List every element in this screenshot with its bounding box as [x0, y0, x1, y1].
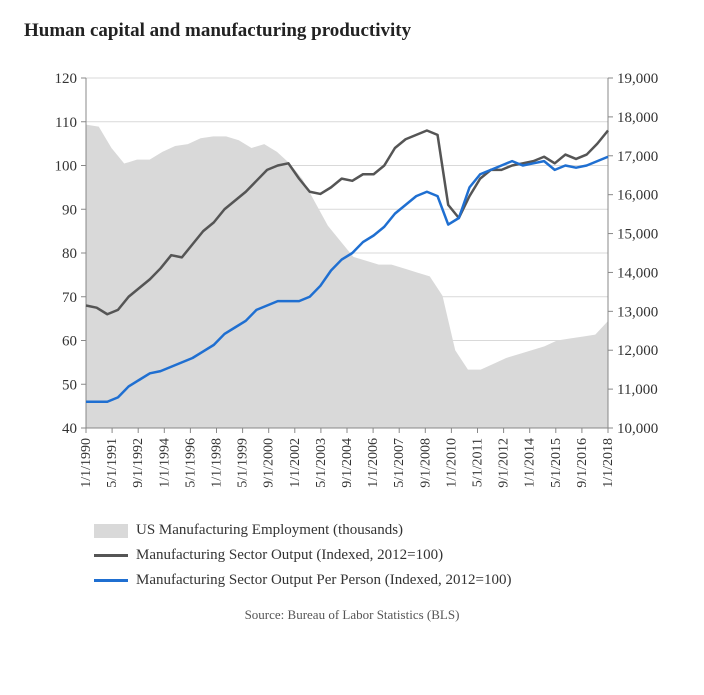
svg-text:1/1/2006: 1/1/2006 [366, 438, 381, 488]
svg-text:1/1/1998: 1/1/1998 [210, 438, 225, 488]
svg-text:17,000: 17,000 [617, 149, 658, 165]
svg-text:9/1/2016: 9/1/2016 [575, 438, 590, 488]
svg-text:40: 40 [62, 421, 77, 437]
svg-text:100: 100 [55, 159, 78, 175]
svg-text:9/1/2004: 9/1/2004 [340, 438, 355, 488]
svg-text:5/1/1999: 5/1/1999 [236, 438, 251, 488]
chart-container: 40 50 60 70 80 90 100 110 120 10,000 11,000 12,000 1… [32, 66, 672, 506]
legend-swatch-area [94, 524, 128, 538]
svg-text:19,000: 19,000 [617, 71, 658, 87]
svg-text:80: 80 [62, 246, 77, 262]
svg-text:18,000: 18,000 [617, 110, 658, 126]
svg-text:5/1/2003: 5/1/2003 [314, 438, 329, 488]
svg-text:5/1/1991: 5/1/1991 [105, 438, 120, 488]
svg-text:12,000: 12,000 [617, 343, 658, 359]
svg-text:60: 60 [62, 334, 77, 350]
chart-source: Source: Bureau of Labor Statistics (BLS) [24, 607, 680, 623]
legend-label: US Manufacturing Employment (thousands) [136, 522, 403, 539]
legend-item-output: Manufacturing Sector Output (Indexed, 20… [94, 547, 680, 564]
svg-text:5/1/2011: 5/1/2011 [471, 438, 486, 487]
svg-text:1/1/2002: 1/1/2002 [288, 438, 303, 488]
legend-swatch-line [94, 579, 128, 582]
svg-text:5/1/1996: 5/1/1996 [183, 438, 198, 488]
svg-text:70: 70 [62, 290, 77, 306]
legend-label: Manufacturing Sector Output Per Person (… [136, 572, 511, 589]
svg-text:9/1/1992: 9/1/1992 [131, 438, 146, 488]
svg-text:50: 50 [62, 377, 77, 393]
svg-text:1/1/1990: 1/1/1990 [79, 438, 94, 488]
chart-title: Human capital and manufacturing producti… [24, 20, 680, 42]
svg-text:9/1/2012: 9/1/2012 [497, 438, 512, 488]
svg-text:5/1/2007: 5/1/2007 [392, 438, 407, 488]
legend-label: Manufacturing Sector Output (Indexed, 20… [136, 547, 443, 564]
svg-text:14,000: 14,000 [617, 265, 658, 281]
svg-text:11,000: 11,000 [617, 382, 658, 398]
area-employment [86, 125, 608, 428]
svg-text:16,000: 16,000 [617, 188, 658, 204]
svg-text:1/1/2010: 1/1/2010 [444, 438, 459, 488]
svg-text:110: 110 [55, 115, 77, 131]
chart-svg: 40 50 60 70 80 90 100 110 120 10,000 11,000 12,000 1… [32, 66, 672, 506]
svg-text:10,000: 10,000 [617, 421, 658, 437]
svg-text:15,000: 15,000 [617, 227, 658, 243]
svg-text:13,000: 13,000 [617, 304, 658, 320]
svg-text:120: 120 [55, 71, 78, 87]
legend-item-employment: US Manufacturing Employment (thousands) [94, 522, 680, 539]
legend-swatch-line [94, 554, 128, 557]
svg-text:9/1/2000: 9/1/2000 [262, 438, 277, 488]
legend-item-output-pp: Manufacturing Sector Output Per Person (… [94, 572, 680, 589]
svg-text:1/1/1994: 1/1/1994 [157, 438, 172, 488]
svg-text:90: 90 [62, 202, 77, 218]
svg-text:1/1/2014: 1/1/2014 [523, 438, 538, 488]
legend: US Manufacturing Employment (thousands) … [94, 522, 680, 589]
svg-text:1/1/2018: 1/1/2018 [601, 438, 616, 488]
svg-text:5/1/2015: 5/1/2015 [549, 438, 564, 488]
svg-text:9/1/2008: 9/1/2008 [418, 438, 433, 488]
